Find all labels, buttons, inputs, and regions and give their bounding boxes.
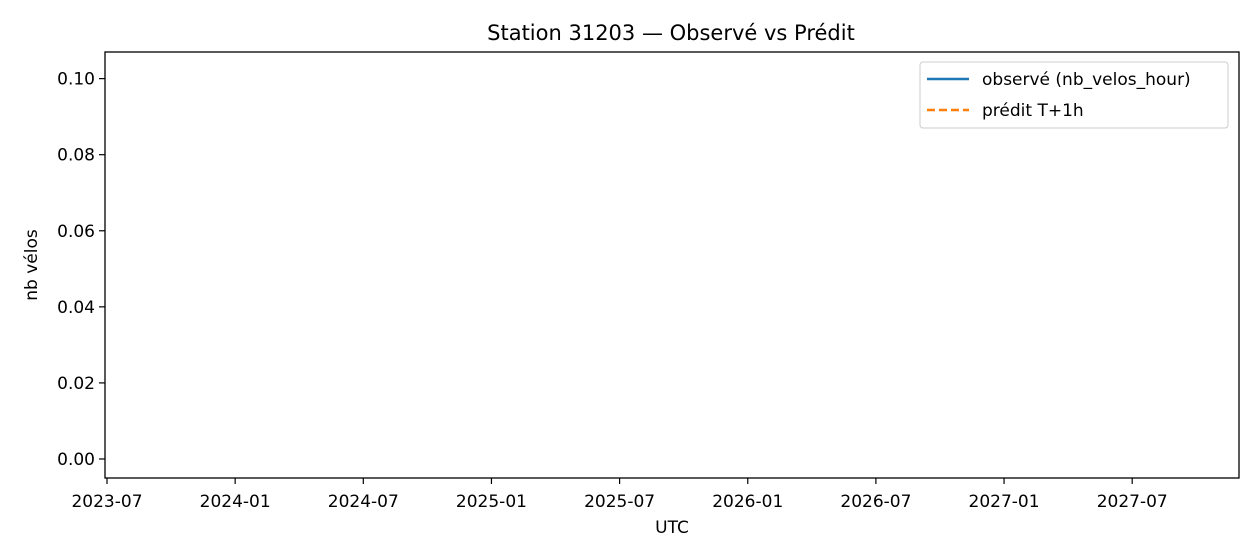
x-tick-label: 2025-07 (584, 492, 655, 512)
legend-label-predicted: prédit T+1h (982, 101, 1084, 121)
x-tick-label: 2026-07 (840, 492, 911, 512)
x-tick-label: 2027-07 (1097, 492, 1168, 512)
x-tick-label: 2026-01 (712, 492, 783, 512)
x-tick-label: 2023-07 (71, 492, 142, 512)
y-tick-label: 0.04 (57, 298, 95, 318)
x-axis: 2023-07 2024-01 2024-07 2025-01 2025-07 2026-… (71, 478, 1168, 512)
legend-box (919, 61, 1229, 129)
y-tick-label: 0.08 (57, 146, 95, 166)
y-tick-label: 0.10 (57, 70, 95, 90)
x-tick-label: 2027-01 (969, 492, 1040, 512)
x-axis-label: UTC (655, 518, 689, 538)
legend-label-observed: observé (nb_velos_hour) (982, 70, 1191, 90)
chart-title: Station 31203 — Observé vs Prédit (487, 21, 855, 45)
x-tick-label: 2025-01 (456, 492, 527, 512)
y-axis: 0.00 0.02 0.04 0.06 0.08 0.10 (57, 70, 105, 470)
y-tick-label: 0.00 (57, 450, 95, 470)
plot-area (104, 51, 1240, 479)
plot-frame (104, 51, 1240, 479)
y-tick-label: 0.02 (57, 374, 95, 394)
y-axis-label: nb vélos (22, 229, 42, 301)
legend: observé (nb_velos_hour) prédit T+1h (919, 61, 1229, 129)
x-tick-label: 2024-01 (200, 492, 271, 512)
x-tick-label: 2024-07 (328, 492, 399, 512)
y-tick-label: 0.06 (57, 222, 95, 242)
